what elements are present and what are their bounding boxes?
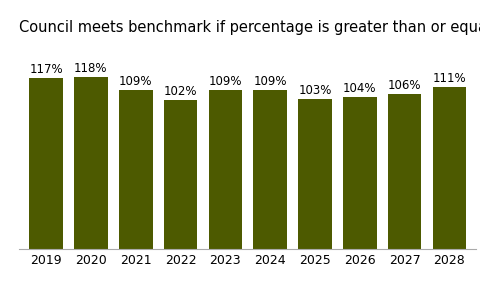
Text: 111%: 111% — [432, 72, 465, 85]
Text: Council meets benchmark if percentage is greater than or equal to 100%: Council meets benchmark if percentage is… — [19, 20, 480, 35]
Text: 102%: 102% — [163, 85, 197, 98]
Bar — [432, 87, 465, 249]
Text: 109%: 109% — [119, 75, 152, 88]
Bar — [163, 100, 197, 249]
Bar — [74, 77, 108, 249]
Bar — [298, 99, 331, 249]
Bar — [342, 97, 376, 249]
Text: 109%: 109% — [208, 75, 241, 88]
Text: 109%: 109% — [253, 75, 286, 88]
Text: 104%: 104% — [342, 82, 376, 95]
Bar — [119, 90, 152, 249]
Text: 118%: 118% — [74, 62, 108, 75]
Bar — [387, 94, 420, 249]
Bar — [253, 90, 286, 249]
Text: 117%: 117% — [29, 64, 63, 77]
Bar — [29, 78, 63, 249]
Text: 103%: 103% — [298, 84, 331, 97]
Bar — [208, 90, 241, 249]
Text: 106%: 106% — [387, 79, 420, 92]
